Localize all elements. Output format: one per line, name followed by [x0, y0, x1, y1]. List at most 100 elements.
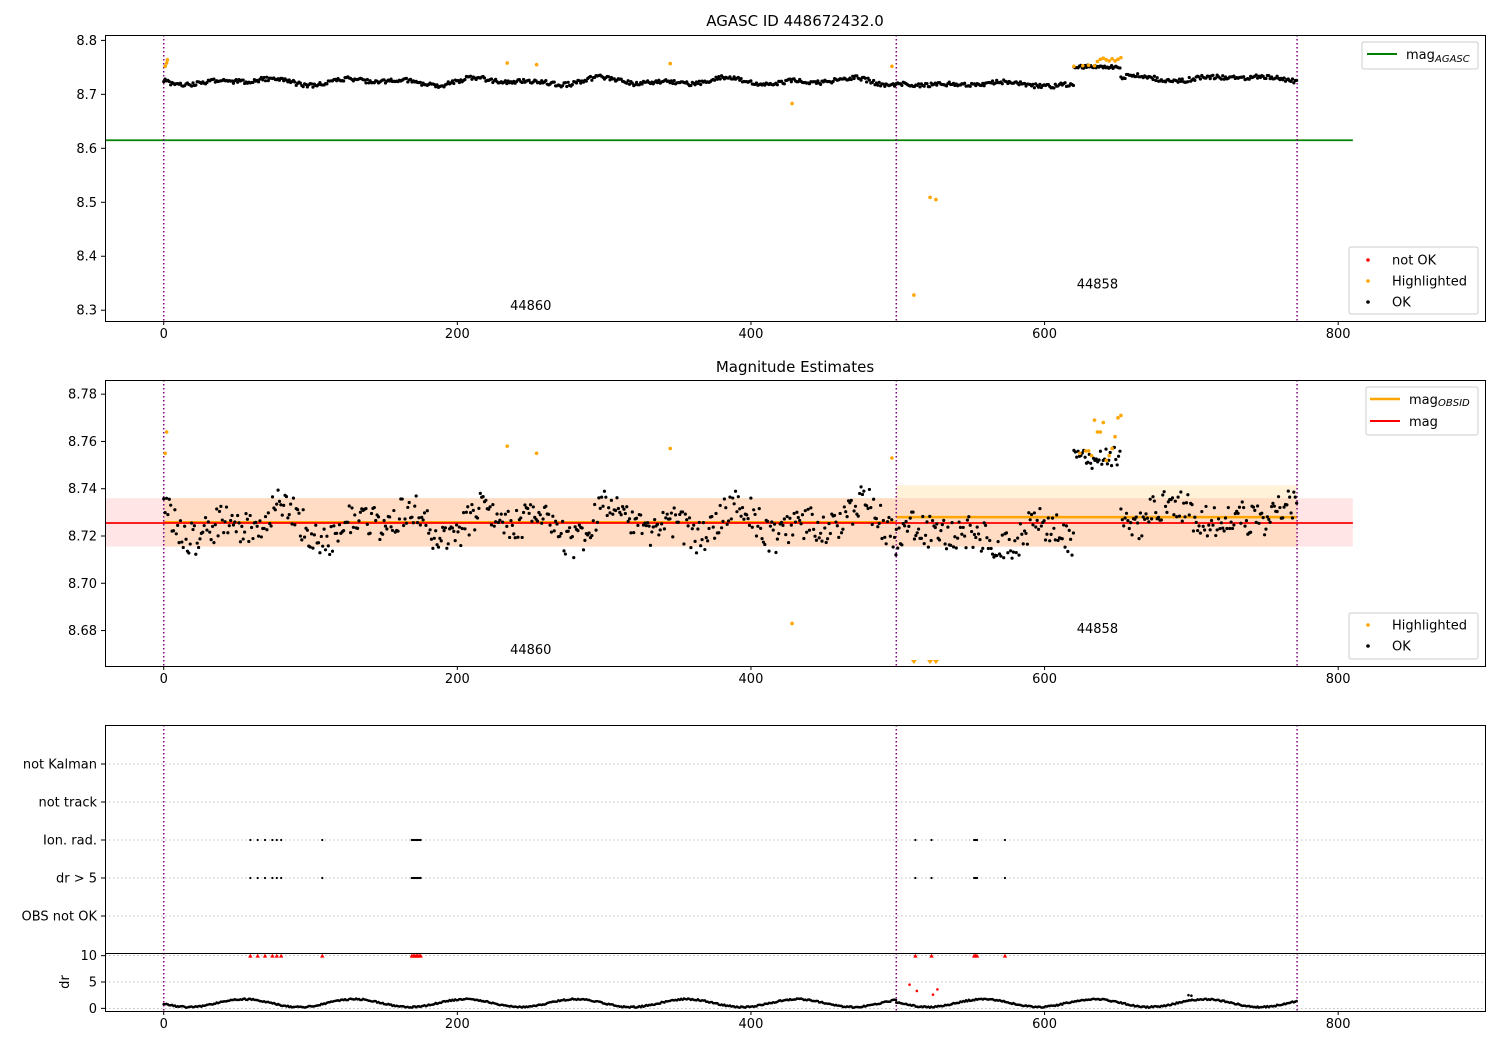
ok-point — [277, 499, 282, 503]
plot-area: 44860 44858 0 200 400 600 800 8.68 8.70 8.72 8.74 8… — [68, 380, 1353, 687]
ok-point — [438, 536, 442, 540]
ok-point — [516, 535, 520, 539]
ok-point — [256, 80, 261, 84]
ok-point — [229, 518, 233, 523]
ok-point — [478, 491, 482, 495]
ok-point — [530, 519, 534, 523]
ok-point — [554, 519, 558, 523]
ok-point — [651, 525, 655, 529]
y-tick-label: 8.6 — [76, 142, 97, 157]
ok-point — [925, 520, 929, 524]
ok-point — [1272, 504, 1276, 508]
ok-point — [866, 506, 870, 511]
panel-title: Magnitude Estimates — [716, 358, 874, 376]
ok-point — [678, 512, 682, 517]
ok-point — [835, 524, 839, 528]
ok-point — [234, 530, 238, 534]
ok-point — [251, 80, 255, 85]
legend-label-ok: OK — [1392, 640, 1411, 655]
ok-point — [452, 81, 456, 86]
ok-point — [1043, 538, 1048, 542]
ok-point — [872, 497, 876, 501]
ok-point — [300, 538, 304, 542]
ok-point — [254, 520, 258, 524]
ok-point — [587, 531, 591, 535]
ok-point — [1100, 462, 1104, 466]
x-tick-label: 600 — [1032, 1017, 1057, 1032]
ok-point — [563, 552, 567, 556]
ok-point — [1159, 518, 1163, 522]
ok-point — [786, 540, 791, 545]
ok-point — [704, 536, 708, 540]
ok-point — [1211, 73, 1215, 77]
ok-point — [404, 521, 408, 525]
ok-point — [752, 508, 756, 512]
ok-point — [471, 508, 475, 513]
ok-point — [544, 504, 548, 508]
ok-point — [711, 525, 715, 529]
ok-point — [1180, 77, 1184, 81]
flag-category-label: dr > 5 — [56, 872, 97, 887]
flag-point — [275, 876, 278, 880]
ok-point — [180, 540, 184, 544]
ok-point — [594, 528, 598, 532]
ok-point — [282, 503, 286, 507]
ok-point — [251, 536, 255, 541]
highlighted-point — [928, 195, 932, 200]
flag-point — [930, 876, 933, 880]
ok-point — [342, 79, 346, 83]
ok-point — [1004, 531, 1009, 535]
ok-point — [814, 538, 819, 542]
ok-point — [672, 506, 676, 510]
ok-point — [978, 537, 982, 542]
ok-point — [311, 546, 315, 550]
x-tick-label: 600 — [1032, 672, 1057, 687]
ok-point — [1208, 528, 1212, 532]
ok-point — [195, 541, 199, 545]
ok-point — [1042, 519, 1046, 523]
ok-point — [358, 510, 362, 514]
x-tick-label: 600 — [1032, 327, 1057, 342]
ok-point — [689, 83, 693, 88]
ok-point — [1214, 533, 1218, 538]
ok-point — [445, 546, 449, 550]
ok-point — [819, 531, 823, 535]
ok-point — [305, 528, 309, 532]
ok-point — [715, 77, 720, 81]
line-legend: mag AGASC — [1361, 41, 1479, 70]
x-tick-label: 200 — [445, 672, 470, 687]
ok-point — [891, 545, 895, 549]
ok-point — [1038, 82, 1042, 86]
highlighted-point — [1116, 57, 1120, 62]
ok-point — [632, 531, 636, 535]
ok-point — [968, 84, 972, 88]
flag-point — [263, 838, 267, 842]
ok-point — [1289, 79, 1293, 83]
ok-point — [736, 495, 740, 499]
ok-point — [287, 513, 291, 517]
ok-point — [915, 531, 919, 535]
ok-point — [917, 527, 921, 531]
ok-point — [956, 536, 960, 540]
ok-point — [1021, 542, 1025, 546]
ok-point — [261, 78, 265, 82]
ok-point — [887, 515, 891, 520]
highlighted-point — [1092, 418, 1097, 422]
ok-point — [164, 496, 169, 500]
dr-capped-point — [262, 953, 268, 958]
ok-point — [655, 81, 660, 85]
flag-point — [280, 838, 283, 842]
ok-point — [697, 79, 701, 83]
ok-point — [618, 510, 622, 514]
ok-point — [538, 513, 542, 517]
ok-point — [640, 531, 644, 536]
ok-point — [174, 532, 178, 536]
ok-point — [1123, 516, 1127, 520]
ok-point — [768, 524, 773, 528]
ok-point — [392, 508, 396, 513]
ok-point — [1173, 499, 1177, 503]
ok-point — [949, 543, 953, 547]
ok-point — [841, 527, 845, 531]
ok-point — [1278, 506, 1282, 510]
ok-point — [301, 85, 305, 89]
